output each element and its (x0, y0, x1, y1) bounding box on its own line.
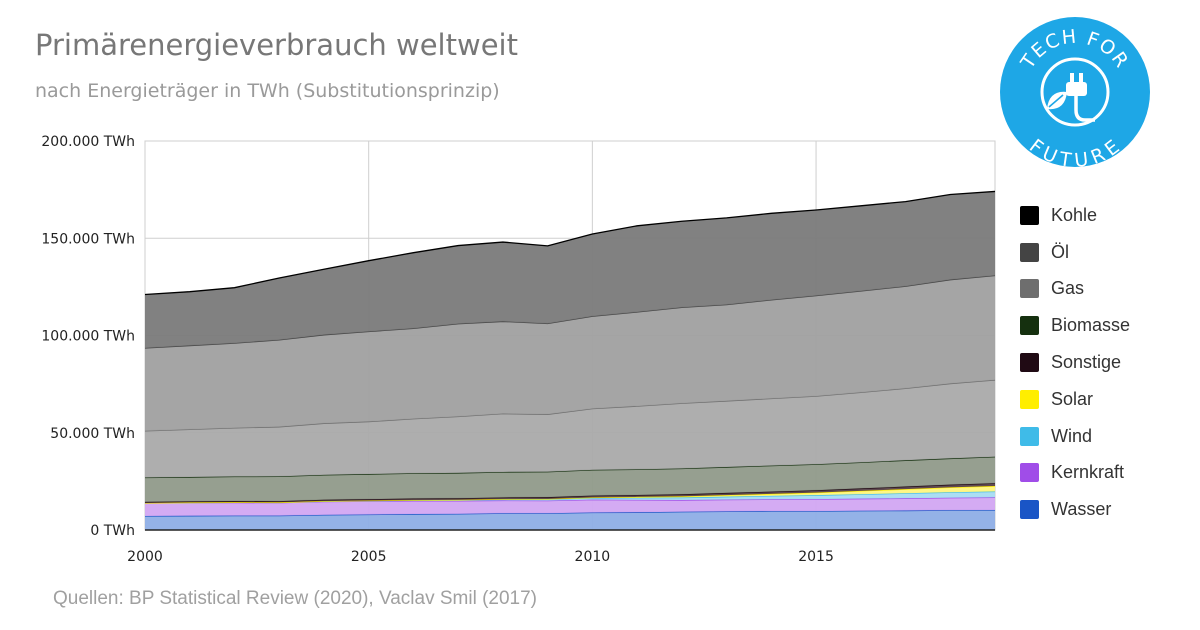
legend-swatch (1020, 279, 1039, 299)
area-gas (145, 379, 995, 478)
legend-swatch (1020, 205, 1039, 225)
legend-item-biomasse: Biomasse (1020, 307, 1130, 344)
source-note: Quellen: BP Statistical Review (2020), V… (53, 588, 538, 609)
legend-label: Öl (1051, 241, 1069, 262)
x-tick-label: 2005 (351, 549, 387, 565)
area-öl (145, 275, 995, 431)
y-tick-label: 150.000 TWh (41, 231, 135, 247)
legend-swatch (1020, 353, 1039, 373)
legend-item-wasser: Wasser (1020, 491, 1130, 528)
legend-item-gas: Gas (1020, 271, 1130, 308)
x-tick-label: 2015 (798, 549, 834, 565)
area-solar (145, 486, 995, 504)
legend-item-sonstige: Sonstige (1020, 344, 1130, 381)
legend-label: Wind (1051, 425, 1093, 446)
tech-for-future-logo: TECH FOR FUTURE (1000, 17, 1150, 168)
line-biomasse (144, 456, 996, 479)
area-kernkraft (145, 497, 995, 516)
legend-swatch (1020, 463, 1039, 483)
logo-inner-ring (1040, 57, 1110, 127)
y-tick-label: 100.000 TWh (41, 329, 135, 345)
legend-item-kohle: Kohle (1020, 197, 1130, 234)
area-wind (145, 491, 995, 504)
area-biomasse (145, 456, 995, 502)
legend-label: Kohle (1051, 204, 1098, 225)
legend-label: Sonstige (1051, 352, 1122, 373)
chart-title: Primärenergieverbrauch weltweit (35, 28, 518, 62)
legend-item-kernkraft: Kernkraft (1020, 455, 1130, 492)
legend-item-wind: Wind (1020, 418, 1130, 455)
legend-swatch (1020, 500, 1039, 520)
line-kohle (144, 190, 996, 296)
legend-swatch (1020, 316, 1039, 336)
legend-swatch (1020, 242, 1039, 262)
legend-label: Kernkraft (1051, 462, 1125, 483)
x-tick-label: 2010 (575, 549, 611, 565)
plug-leaf-icon (1047, 73, 1095, 122)
area-kohle (145, 191, 995, 348)
legend-label: Solar (1051, 388, 1094, 409)
chart-subtitle: nach Energieträger in TWh (Substitutions… (35, 80, 500, 102)
axes: 0 TWh 50.000 TWh 100.000 TWh 150.000 TWh 200… (41, 134, 995, 565)
y-tick-label: 200.000 TWh (41, 134, 135, 150)
area-chart: 0 TWh 50.000 TWh 100.000 TWh 150.000 TWh 200… (41, 134, 996, 565)
legend-item-solar: Solar (1020, 381, 1130, 418)
y-tick-label: 0 TWh (90, 523, 135, 539)
legend: Kohle Öl Gas Biomasse Sonstige Solar Wind Kernk… (1020, 197, 1130, 528)
legend-label: Wasser (1051, 499, 1112, 520)
x-tick-label: 2000 (127, 549, 163, 565)
y-tick-label: 50.000 TWh (50, 426, 135, 442)
legend-label: Gas (1051, 278, 1085, 299)
legend-item-öl: Öl (1020, 234, 1130, 271)
legend-swatch (1020, 389, 1039, 409)
legend-swatch (1020, 426, 1039, 446)
legend-label: Biomasse (1051, 315, 1131, 336)
area-series (144, 190, 996, 530)
